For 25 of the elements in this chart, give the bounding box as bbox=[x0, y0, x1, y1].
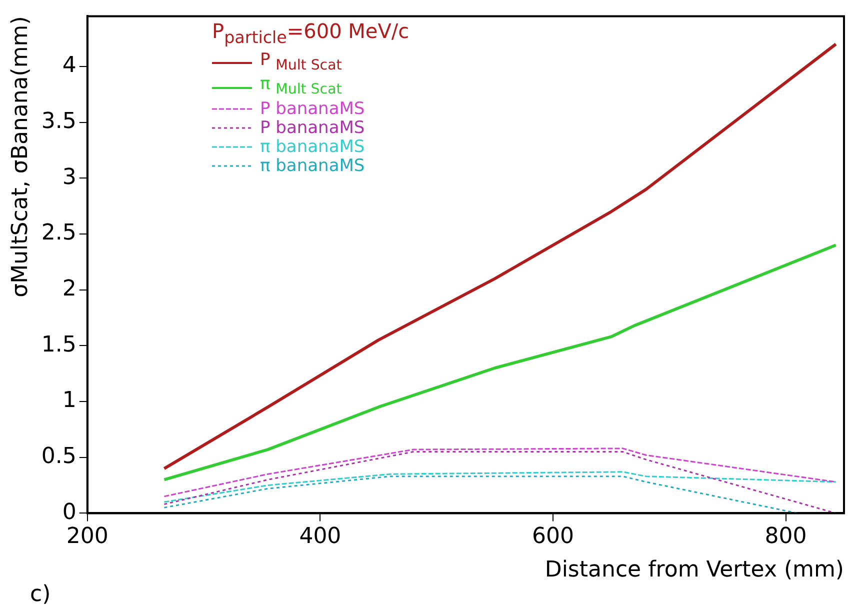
line-series bbox=[163, 471, 837, 503]
legend-label: P bananaMS bbox=[260, 98, 365, 119]
y-tick-label: 0.5 bbox=[41, 444, 76, 470]
x-tick-label: 400 bbox=[299, 524, 342, 550]
legend-label: π bananaMS bbox=[260, 156, 365, 176]
y-tick-label: 1.5 bbox=[41, 332, 76, 358]
legend-label: π bananaMS bbox=[260, 136, 365, 157]
y-tick-label: 3 bbox=[62, 164, 76, 190]
y-tick-label: 3.5 bbox=[41, 109, 76, 134]
legend-title: P$_{particle}$=600 MeV/c bbox=[212, 19, 410, 47]
y-axis-title: σMultScat, σBanana(mm) bbox=[8, 16, 33, 298]
y-tick-label: 1 bbox=[62, 388, 76, 414]
y-tick-label: 2 bbox=[62, 276, 76, 302]
y-tick-label: 2.5 bbox=[41, 220, 76, 246]
x-axis-title: Distance from Vertex (mm) bbox=[544, 558, 844, 583]
legend-label: P bananaMS bbox=[260, 118, 365, 138]
y-tick-label: 4 bbox=[62, 53, 76, 78]
y-tick-label: 0 bbox=[62, 500, 76, 525]
x-tick-label: 800 bbox=[764, 524, 807, 550]
x-tick-label: 600 bbox=[532, 524, 574, 550]
legend-label: π $_{Mult Scat}$ bbox=[260, 74, 342, 100]
text: c) bbox=[30, 582, 51, 607]
line-series bbox=[163, 448, 837, 498]
legend-label: P $_{Mult Scat}$ bbox=[260, 50, 342, 76]
x-tick-label: 200 bbox=[66, 524, 108, 550]
